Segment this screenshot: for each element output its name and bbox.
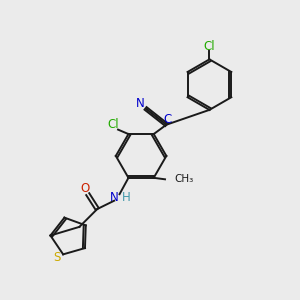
Text: N: N (110, 191, 118, 204)
Text: Cl: Cl (107, 118, 119, 131)
Text: S: S (53, 251, 60, 264)
Text: Cl: Cl (204, 40, 215, 53)
Text: O: O (80, 182, 89, 195)
Text: C: C (164, 113, 172, 126)
Text: N: N (136, 97, 145, 110)
Text: H: H (122, 191, 130, 204)
Text: CH₃: CH₃ (174, 174, 193, 184)
